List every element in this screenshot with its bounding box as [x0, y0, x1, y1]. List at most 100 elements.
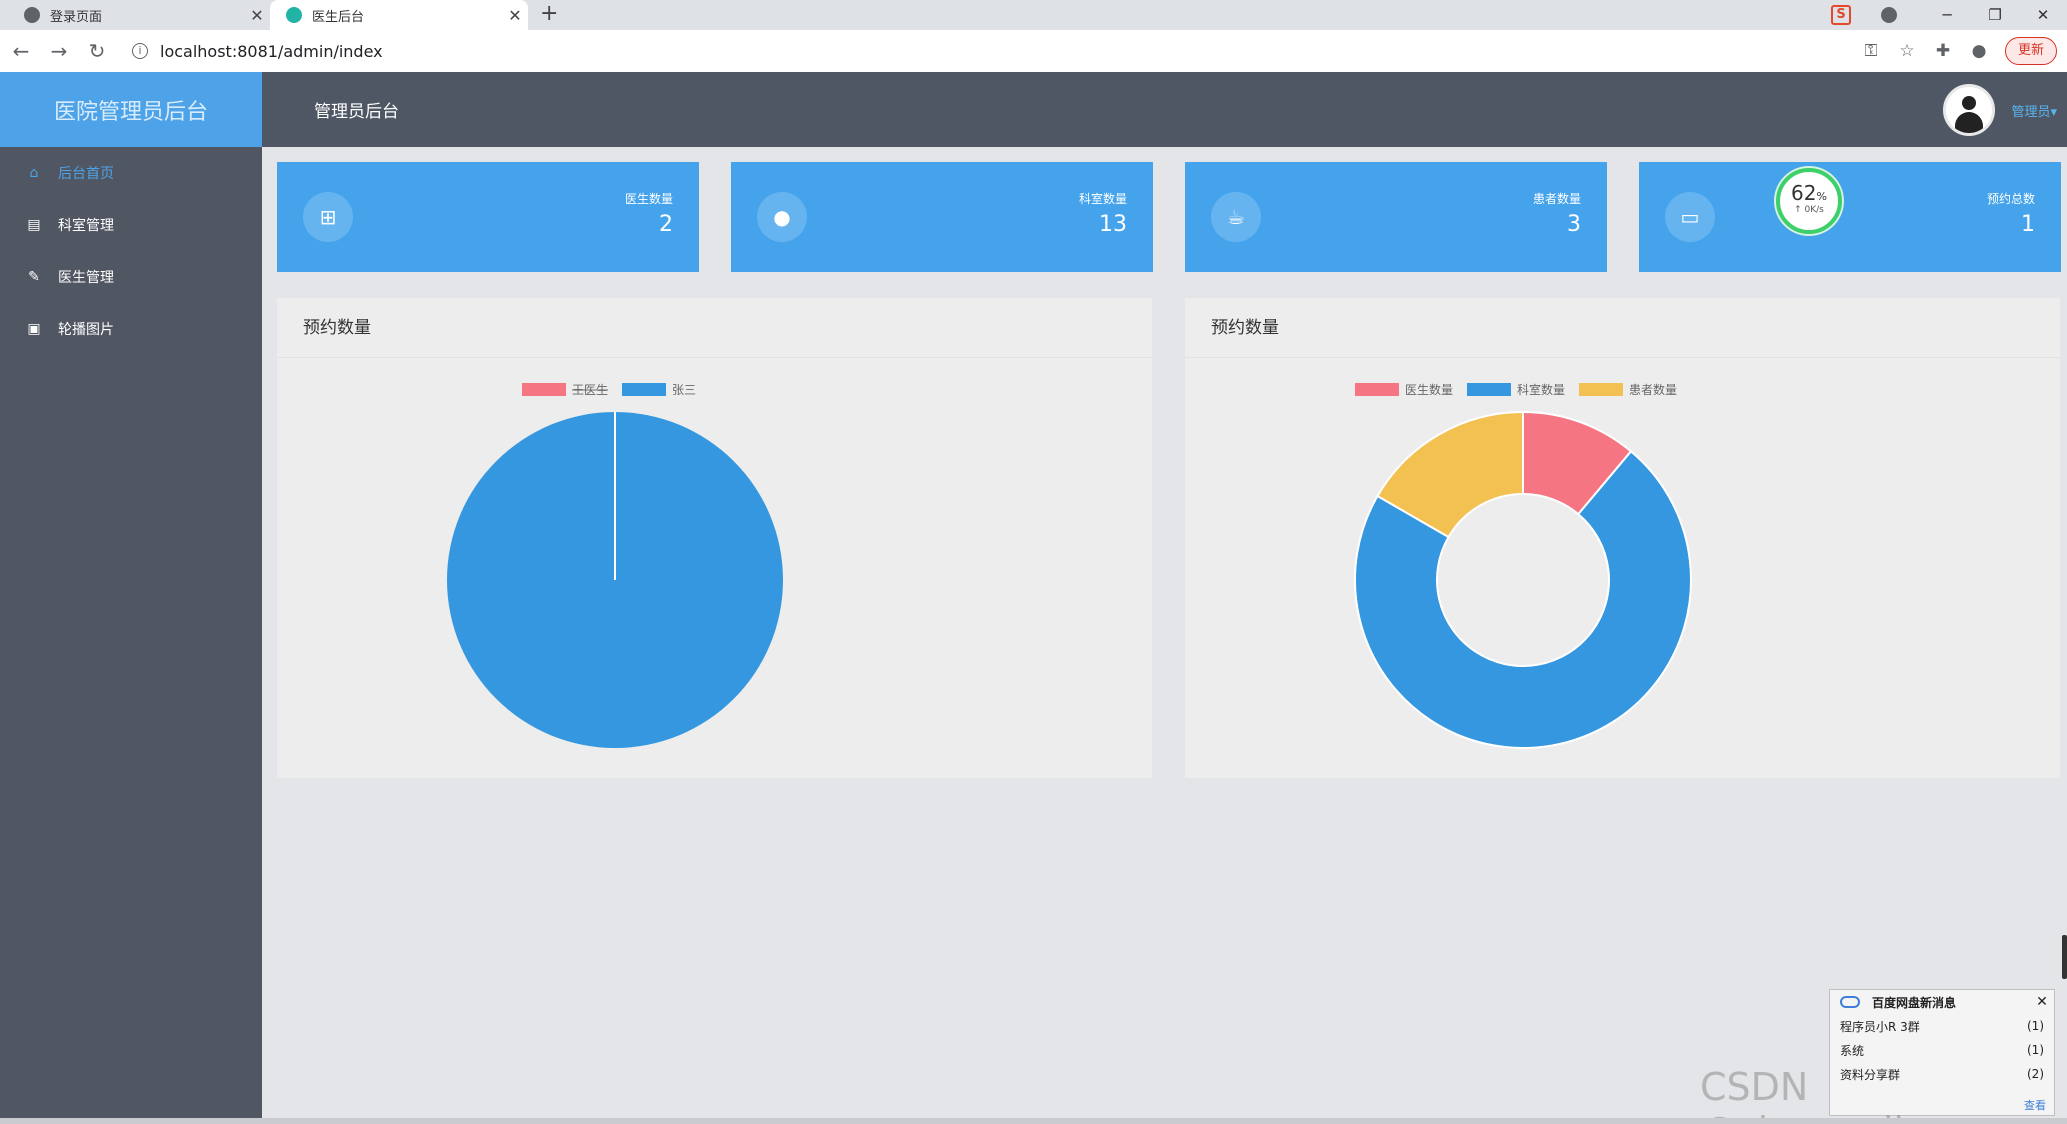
- stat-label: 预约总数: [1986, 192, 2035, 206]
- sidebar-item-label: 后台首页: [58, 166, 114, 182]
- sidebar-item-label: 轮播图片: [58, 322, 114, 338]
- stat-card-appointments: ▭ 预约总数 1: [1639, 162, 2061, 272]
- message-source: 程序员小R 3群: [1840, 1019, 1920, 1034]
- site-favicon-icon: [286, 7, 302, 23]
- cloud-icon: [1840, 996, 1860, 1008]
- stat-label: 医生数量: [624, 192, 673, 206]
- list-item[interactable]: 资料分享群 (2): [1830, 1062, 2054, 1086]
- window-close-icon[interactable]: ✕: [2036, 6, 2050, 24]
- message-count: (1): [2027, 1019, 2044, 1033]
- speed-rate: ↑ 0K/s: [1794, 205, 1824, 215]
- image-icon: ▣: [27, 321, 41, 337]
- legend-entry[interactable]: 患者数量: [1579, 382, 1677, 397]
- appointment-chart-panel-1: 预约数量 王医生 张三: [277, 298, 1152, 778]
- legend-label: 张三: [672, 383, 696, 397]
- user-menu[interactable]: 管理员▾: [1943, 84, 2057, 136]
- close-icon[interactable]: ✕: [508, 5, 522, 25]
- stat-value: 13: [1099, 212, 1127, 237]
- star-icon[interactable]: ☆: [1899, 41, 1915, 61]
- browser-tab-login[interactable]: 登录页面 ✕: [8, 0, 270, 30]
- legend-label: 患者数量: [1629, 382, 1677, 397]
- list-item[interactable]: 系统 (1): [1830, 1038, 2054, 1062]
- url-text[interactable]: localhost:8081/admin/index: [160, 41, 383, 61]
- sidebar: ⌂ 后台首页 ▤ 科室管理 ✎ 医生管理 ▣ 轮播图片: [0, 147, 262, 1124]
- stat-value: 1: [2021, 212, 2035, 237]
- restore-icon[interactable]: ❐: [1988, 6, 2002, 24]
- donut-chart: 医生数量 科室数量 患者数量: [1354, 382, 1692, 749]
- legend-label: 科室数量: [1517, 382, 1565, 397]
- reload-icon[interactable]: ↻: [88, 39, 106, 63]
- scrollbar-handle[interactable]: [2062, 935, 2067, 979]
- sidebar-item-carousel[interactable]: ▣ 轮播图片: [0, 303, 262, 355]
- monitor-icon: ▭: [1665, 192, 1715, 242]
- legend-entry[interactable]: 张三: [622, 383, 696, 397]
- sidebar-item-label: 科室管理: [58, 218, 114, 234]
- browser-tab-bar: 登录页面 ✕ 医生后台 ✕ + S ─ ❐ ✕: [0, 0, 2067, 30]
- stat-label: 患者数量: [1532, 192, 1581, 206]
- puzzle-icon[interactable]: ✚: [1935, 41, 1951, 61]
- forward-icon[interactable]: →: [50, 39, 68, 63]
- legend-entry[interactable]: 王医生: [522, 383, 608, 397]
- message-count: (1): [2027, 1043, 2044, 1057]
- legend-swatch: [1467, 383, 1511, 396]
- cup-icon: ☕: [1211, 192, 1261, 242]
- pie-slice: [1354, 449, 1692, 749]
- stat-value: 3: [1567, 212, 1581, 237]
- appointment-chart-panel-2: 预约数量 医生数量 科室数量 患者数量: [1185, 298, 2060, 778]
- tab-label: 医生后台: [312, 9, 365, 25]
- key-icon[interactable]: ⚿: [1864, 41, 1878, 61]
- speed-unit: %: [1816, 190, 1827, 203]
- new-tab-icon[interactable]: +: [540, 1, 559, 26]
- sidebar-item-home[interactable]: ⌂ 后台首页: [0, 147, 262, 199]
- pencil-icon: ✎: [28, 269, 40, 285]
- browser-tab-doctor[interactable]: 医生后台 ✕: [270, 0, 528, 30]
- comment-icon: ▤: [27, 217, 41, 233]
- stat-label: 科室数量: [1078, 192, 1127, 206]
- update-button[interactable]: 更新: [2004, 37, 2057, 65]
- legend-entry[interactable]: 医生数量: [1355, 382, 1453, 397]
- legend-entry[interactable]: 科室数量: [1467, 382, 1565, 397]
- close-icon[interactable]: ✕: [2036, 994, 2048, 1010]
- home-icon: ⌂: [29, 165, 39, 181]
- stat-card-departments: ● 科室数量 13: [731, 162, 1153, 272]
- globe-icon: [24, 7, 40, 23]
- back-icon[interactable]: ←: [12, 39, 30, 63]
- user-name-dropdown[interactable]: 管理员▾: [2011, 104, 2057, 120]
- sidebar-item-doctors[interactable]: ✎ 医生管理: [0, 251, 262, 303]
- pie-slice: [1376, 410, 1524, 539]
- legend-swatch: [622, 383, 666, 396]
- legend-swatch: [1579, 383, 1623, 396]
- bottom-scrollbar[interactable]: [0, 1118, 2067, 1124]
- stat-value: 2: [659, 212, 673, 237]
- pie-chart: 王医生 张三: [447, 383, 783, 748]
- tab-search-icon[interactable]: [1881, 7, 1897, 23]
- network-speed-badge[interactable]: 62% ↑ 0K/s: [1776, 168, 1842, 234]
- message-source: 系统: [1840, 1043, 1865, 1058]
- info-icon[interactable]: i: [132, 43, 148, 59]
- watermark: CSDN @shaoweijava: [1700, 1065, 1973, 1124]
- sidebar-item-label: 医生管理: [58, 270, 114, 286]
- header-title: 管理员后台: [314, 102, 399, 122]
- minimize-icon[interactable]: ─: [1942, 6, 1952, 24]
- speed-percent: 62: [1791, 181, 1817, 205]
- panel-title: 预约数量: [1185, 298, 2060, 358]
- panel-title: 预约数量: [277, 298, 1152, 358]
- tab-label: 登录页面: [50, 9, 103, 25]
- stat-card-patients: ☕ 患者数量 3: [1185, 162, 1607, 272]
- list-item[interactable]: 程序员小R 3群 (1): [1830, 1014, 2054, 1038]
- legend-swatch: [522, 383, 566, 396]
- omnibox[interactable]: i localhost:8081/admin/index: [132, 42, 1853, 61]
- message-count: (2): [2027, 1067, 2044, 1081]
- plus-square-icon: ⊞: [303, 192, 353, 242]
- app-brand[interactable]: 医院管理员后台: [0, 72, 262, 147]
- sogou-extension-icon[interactable]: S: [1831, 5, 1851, 25]
- sidebar-item-departments[interactable]: ▤ 科室管理: [0, 199, 262, 251]
- avatar[interactable]: [1943, 84, 1996, 136]
- baidu-message-popup[interactable]: 百度网盘新消息 ✕ 程序员小R 3群 (1) 系统 (1) 资料分享群 (2) …: [1829, 989, 2055, 1116]
- close-icon[interactable]: ✕: [250, 5, 264, 25]
- profile-icon[interactable]: ●: [1971, 41, 1987, 61]
- view-more-link[interactable]: 查看: [2024, 1099, 2046, 1112]
- popup-title: 百度网盘新消息: [1872, 995, 1957, 1010]
- legend-label: 医生数量: [1405, 382, 1453, 397]
- stat-card-doctors: ⊞ 医生数量 2: [277, 162, 699, 272]
